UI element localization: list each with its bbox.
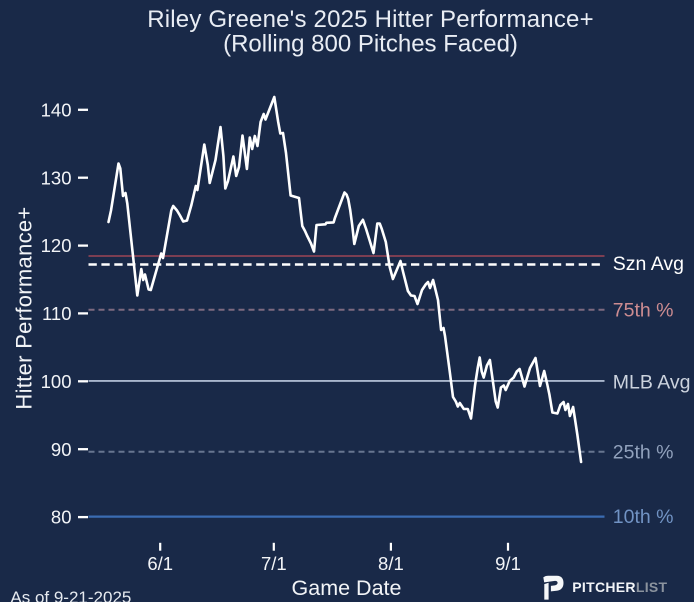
- svg-text:Hitter Performance+: Hitter Performance+: [12, 206, 37, 409]
- svg-text:100: 100: [41, 371, 72, 392]
- svg-text:110: 110: [42, 303, 72, 324]
- svg-text:(Rolling 800 Pitches Faced): (Rolling 800 Pitches Faced): [223, 31, 518, 58]
- svg-text:120: 120: [41, 235, 72, 256]
- svg-text:9/1: 9/1: [495, 553, 521, 574]
- svg-text:MLB Avg: MLB Avg: [613, 371, 691, 393]
- svg-text:80: 80: [51, 507, 72, 528]
- svg-text:140: 140: [41, 99, 72, 120]
- svg-text:10th %: 10th %: [613, 506, 674, 528]
- svg-text:Game Date: Game Date: [292, 576, 402, 600]
- svg-text:75th %: 75th %: [613, 300, 674, 322]
- svg-text:8/1: 8/1: [378, 553, 404, 574]
- svg-text:Riley Greene's 2025 Hitter Per: Riley Greene's 2025 Hitter Performance+: [147, 6, 594, 33]
- svg-text:130: 130: [41, 167, 72, 188]
- svg-text:25th %: 25th %: [613, 441, 674, 463]
- svg-text:PITCHERLIST: PITCHERLIST: [572, 579, 667, 595]
- svg-text:Szn Avg: Szn Avg: [613, 253, 684, 275]
- svg-text:7/1: 7/1: [261, 553, 287, 574]
- svg-text:6/1: 6/1: [147, 553, 173, 574]
- svg-text:90: 90: [51, 439, 72, 460]
- svg-text:As of 9-21-2025: As of 9-21-2025: [10, 588, 131, 602]
